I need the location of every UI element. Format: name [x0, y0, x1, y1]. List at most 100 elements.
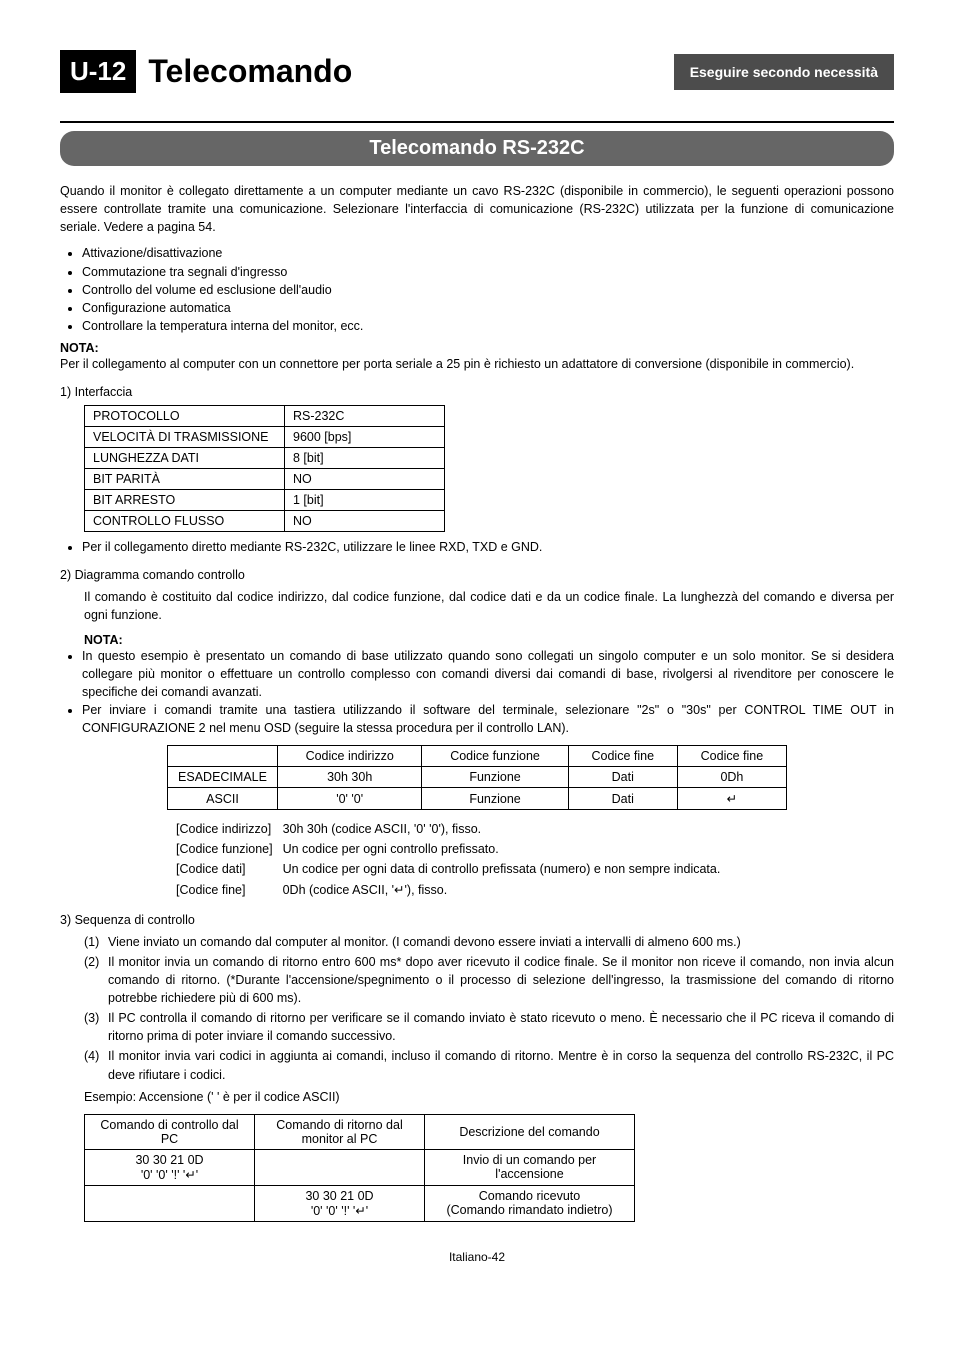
seq-text: Viene inviato un comando dal computer al… [108, 933, 894, 951]
table-row: CONTROLLO FLUSSONO [85, 511, 445, 532]
intro-bullets: Attivazione/disattivazione Commutazione … [60, 244, 894, 335]
table-row: BIT ARRESTO1 [bit] [85, 490, 445, 511]
spec-val: NO [285, 511, 445, 532]
interfaccia-table: PROTOCOLLORS-232C VELOCITÀ DI TRASMISSIO… [84, 405, 445, 532]
spec-key: LUNGHEZZA DATI [85, 448, 285, 469]
bullet-item: Controllare la temperatura interna del m… [82, 317, 894, 335]
table-row: VELOCITÀ DI TRASMISSIONE9600 [bps] [85, 427, 445, 448]
spec-val: NO [285, 469, 445, 490]
diagramma-nota-bullets: In questo esempio è presentato un comand… [60, 647, 894, 738]
bullet-item: In questo esempio è presentato un comand… [82, 647, 894, 701]
codes-header: Codice fine [568, 746, 677, 767]
spec-key: BIT ARRESTO [85, 490, 285, 511]
chapter-box: U-12 Telecomando [60, 50, 352, 93]
bullet-item: Controllo del volume ed esclusione dell'… [82, 281, 894, 299]
seq-item: (2)Il monitor invia un comando di ritorn… [84, 953, 894, 1007]
diagramma-heading: 2) Diagramma comando controllo [60, 568, 894, 582]
bullet-item: Per il collegamento diretto mediante RS-… [82, 538, 894, 556]
nota-intro: Per il collegamento al computer con un c… [60, 355, 894, 373]
seq-num: (2) [84, 953, 108, 1007]
seq-item: (1)Viene inviato un comando dal computer… [84, 933, 894, 951]
codes-header [168, 746, 278, 767]
legend-val: 30h 30h (codice ASCII, '0' '0'), fisso. [279, 820, 725, 838]
legend-row: [Codice dati]Un codice per ogni data di … [172, 860, 724, 878]
table-row: BIT PARITÀNO [85, 469, 445, 490]
seq-text: Il monitor invia vari codici in aggiunta… [108, 1047, 894, 1083]
seq-text: Il PC controlla il comando di ritorno pe… [108, 1009, 894, 1045]
header-row: U-12 Telecomando Eseguire secondo necess… [60, 50, 894, 93]
ex-cell: 30 30 21 0D '0' '0' '!' '↵' [85, 1149, 255, 1185]
codes-cell: 30h 30h [278, 767, 422, 788]
seq-item: (3)Il PC controlla il comando di ritorno… [84, 1009, 894, 1045]
example-label: Esempio: Accensione (' ' è per il codice… [84, 1088, 894, 1106]
nota-label: NOTA: [60, 341, 894, 355]
diagramma-nota-label: NOTA: [84, 633, 894, 647]
ex-cell: Comando ricevuto (Comando rimandato indi… [425, 1185, 635, 1221]
legend-key: [Codice indirizzo] [172, 820, 277, 838]
spec-val: RS-232C [285, 406, 445, 427]
section-bar: Telecomando RS-232C [60, 131, 894, 166]
section-bar-wrap: Telecomando RS-232C [60, 121, 894, 166]
ex-cell: Invio di un comando per l'accensione [425, 1149, 635, 1185]
legend-row: [Codice funzione]Un codice per ogni cont… [172, 840, 724, 858]
codes-cell: '0' '0' [278, 788, 422, 810]
legend-key: [Codice dati] [172, 860, 277, 878]
ex-header: Comando di controllo dal PC [85, 1114, 255, 1149]
table-row: 30 30 21 0D '0' '0' '!' '↵' Comando rice… [85, 1185, 635, 1221]
ex-cell [255, 1149, 425, 1185]
example-table: Comando di controllo dal PC Comando di r… [84, 1114, 635, 1222]
codes-cell: Funzione [422, 788, 568, 810]
table-row: Comando di controllo dal PC Comando di r… [85, 1114, 635, 1149]
legend-key: [Codice funzione] [172, 840, 277, 858]
codes-cell-enter-icon: ↵ [677, 788, 786, 810]
spec-val: 1 [bit] [285, 490, 445, 511]
seq-num: (4) [84, 1047, 108, 1083]
spec-key: BIT PARITÀ [85, 469, 285, 490]
table-row: ESADECIMALE 30h 30h Funzione Dati 0Dh [168, 767, 787, 788]
table-row: 30 30 21 0D '0' '0' '!' '↵' Invio di un … [85, 1149, 635, 1185]
codes-header: Codice funzione [422, 746, 568, 767]
seq-item: (4)Il monitor invia vari codici in aggiu… [84, 1047, 894, 1083]
header-right-badge: Eseguire secondo necessità [674, 54, 894, 90]
legend-key: [Codice fine] [172, 881, 277, 899]
legend-row: [Codice indirizzo]30h 30h (codice ASCII,… [172, 820, 724, 838]
sequenza-list: (1)Viene inviato un comando dal computer… [60, 933, 894, 1084]
codes-table: Codice indirizzo Codice funzione Codice … [167, 745, 787, 810]
interfaccia-heading: 1) Interfaccia [60, 385, 894, 399]
seq-text: Il monitor invia un comando di ritorno e… [108, 953, 894, 1007]
bullet-item: Per inviare i comandi tramite una tastie… [82, 701, 894, 737]
page-footer: Italiano-42 [60, 1250, 894, 1264]
codes-header: Codice fine [677, 746, 786, 767]
spec-val: 9600 [bps] [285, 427, 445, 448]
seq-num: (1) [84, 933, 108, 951]
seq-num: (3) [84, 1009, 108, 1045]
diagramma-para: Il comando è costituito dal codice indir… [84, 588, 894, 624]
codes-cell: Dati [568, 788, 677, 810]
chapter-badge: U-12 [60, 50, 136, 93]
codes-cell: 0Dh [677, 767, 786, 788]
codes-cell: ASCII [168, 788, 278, 810]
table-row: LUNGHEZZA DATI8 [bit] [85, 448, 445, 469]
codes-cell: Funzione [422, 767, 568, 788]
spec-val: 8 [bit] [285, 448, 445, 469]
interfaccia-bullet: Per il collegamento diretto mediante RS-… [60, 538, 894, 556]
sequenza-heading: 3) Sequenza di controllo [60, 913, 894, 927]
legend-val: 0Dh (codice ASCII, '↵'), fisso. [279, 881, 725, 899]
ex-cell: 30 30 21 0D '0' '0' '!' '↵' [255, 1185, 425, 1221]
codes-cell: Dati [568, 767, 677, 788]
bullet-item: Attivazione/disattivazione [82, 244, 894, 262]
codes-cell: ESADECIMALE [168, 767, 278, 788]
legend-row: [Codice fine]0Dh (codice ASCII, '↵'), fi… [172, 881, 724, 899]
codes-header: Codice indirizzo [278, 746, 422, 767]
legend-val: Un codice per ogni controllo prefissato. [279, 840, 725, 858]
spec-key: PROTOCOLLO [85, 406, 285, 427]
table-row: Codice indirizzo Codice funzione Codice … [168, 746, 787, 767]
spec-key: VELOCITÀ DI TRASMISSIONE [85, 427, 285, 448]
ex-header: Descrizione del comando [425, 1114, 635, 1149]
ex-header: Comando di ritorno dal monitor al PC [255, 1114, 425, 1149]
table-row: PROTOCOLLORS-232C [85, 406, 445, 427]
legend-val: Un codice per ogni data di controllo pre… [279, 860, 725, 878]
page: U-12 Telecomando Eseguire secondo necess… [0, 0, 954, 1304]
bullet-item: Configurazione automatica [82, 299, 894, 317]
code-legend: [Codice indirizzo]30h 30h (codice ASCII,… [170, 818, 726, 901]
